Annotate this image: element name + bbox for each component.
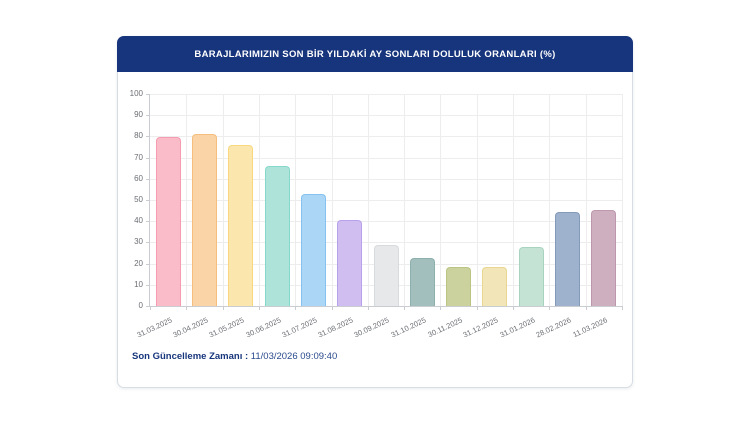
gridline [222,94,224,306]
x-tick-mark [222,306,224,310]
y-tick-mark [146,136,150,138]
last-update-value: 11/03/2026 09:09:40 [250,351,338,362]
gridline [331,94,333,306]
y-tick-label: 30 [134,237,143,247]
x-tick-mark [331,306,333,310]
y-tick-mark [146,94,150,95]
y-tick-label: 80 [134,131,143,141]
y-tick-label: 70 [134,152,143,162]
last-update-footer: Son Güncelleme Zamanı : 11/03/2026 09:09… [132,351,337,362]
x-axis-label: 31.01.2026 [498,315,537,340]
x-tick-mark [295,306,297,310]
x-tick-mark [150,306,151,310]
y-tick-mark [146,306,150,307]
gridline [150,115,622,117]
gridline [150,200,622,201]
chart-title-bar: BARAJLARIMIZIN SON BİR YILDAKİ AY SONLAR… [117,36,633,72]
x-axis-label: 30.09.2025 [352,315,391,340]
y-tick-mark [146,221,150,223]
bar-30.11.2025[interactable] [446,267,472,306]
gridline [295,94,297,306]
bar-30.06.2025[interactable] [264,166,290,306]
x-axis-label: 31.05.2025 [207,315,246,340]
y-tick-mark [146,200,150,201]
bar-30.09.2025[interactable] [373,245,399,306]
x-tick-mark [622,306,623,310]
y-tick-label: 10 [134,279,143,289]
bar-31.01.2026[interactable] [518,246,544,306]
gridline [150,136,622,138]
x-tick-mark [549,306,551,310]
x-tick-mark [513,306,515,310]
x-tick-mark [585,306,587,310]
x-tick-mark [476,306,478,310]
gridline [513,94,515,306]
x-axis-label: 30.04.2025 [171,315,210,340]
bar-31.08.2025[interactable] [337,220,363,306]
y-tick-label: 90 [134,110,143,120]
y-tick-mark [146,284,150,286]
bar-28.02.2026[interactable] [555,212,581,306]
gridline [258,94,260,306]
last-update-label: Son Güncelleme Zamanı : [132,351,249,362]
y-tick-mark [146,178,150,180]
x-axis-label: 30.11.2025 [426,315,464,340]
bar-31.10.2025[interactable] [409,258,435,306]
gridline [585,94,587,306]
x-axis-labels: 31.03.2025 30.04.2025 31.05.2025 30.06.2025… [135,307,621,343]
dam-occupancy-card: BARAJLARIMIZIN SON BİR YILDAKİ AY SONLAR… [117,36,633,388]
bar-31.07.2025[interactable] [300,193,326,306]
y-tick-mark [146,263,150,265]
x-tick-mark [258,306,260,310]
x-tick-mark [367,306,369,310]
gridline [367,94,369,306]
x-axis-label: 31.10.2025 [389,315,428,340]
x-axis-label: 11.03.2026 [571,315,609,340]
y-tick-mark [146,115,150,117]
x-axis-label: 31.07.2025 [280,315,319,340]
x-axis-label: 31.03.2025 [135,315,173,340]
gridline [150,221,622,223]
gridline [404,94,406,306]
y-tick-mark [146,157,150,159]
bar-30.04.2025[interactable] [191,134,217,306]
chart-title: BARAJLARIMIZIN SON BİR YILDAKİ AY SONLAR… [194,48,556,60]
gridline [150,157,622,159]
y-tick-mark [146,242,150,244]
x-axis-label: 31.08.2025 [316,315,355,340]
x-axis-label: 31.12.2025 [461,315,500,340]
x-axis-label: 30.06.2025 [244,315,282,340]
gridline [150,178,622,180]
gridline [150,94,622,95]
y-tick-label: 0 [138,301,143,310]
gridline [186,94,188,306]
y-tick-label: 40 [134,216,143,226]
y-tick-label: 50 [134,195,143,204]
gridline [476,94,478,306]
x-axis-label: 28.02.2026 [534,315,573,340]
y-tick-label: 20 [134,258,143,268]
x-tick-mark [440,306,442,310]
bar-31.03.2025[interactable] [155,137,181,306]
x-tick-mark [186,306,188,310]
bar-chart-plot-area: 0 10 20 30 40 50 60 70 80 90 100 [130,90,623,310]
bar-31.12.2025[interactable] [482,267,508,306]
y-tick-label: 60 [134,173,143,183]
gridline [549,94,551,306]
y-tick-label: 100 [129,89,143,98]
gridline [622,94,623,306]
bar-31.05.2025[interactable] [228,144,254,306]
gridline [440,94,442,306]
x-tick-mark [404,306,406,310]
bar-11.03.2026[interactable] [591,209,617,306]
gridline [150,242,622,244]
